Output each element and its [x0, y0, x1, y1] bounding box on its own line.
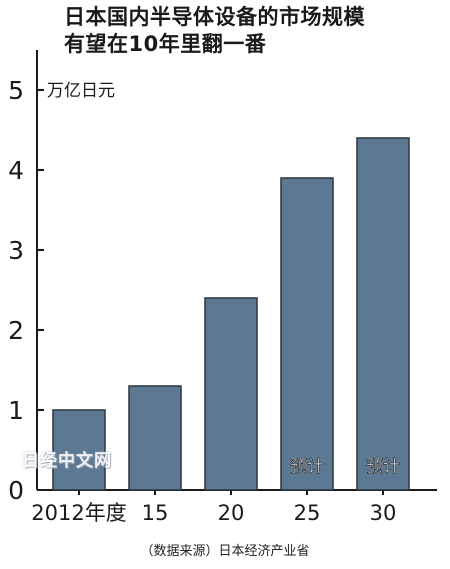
x-tick-label: 25	[294, 501, 321, 525]
x-tick-label: 15	[142, 501, 169, 525]
x-tick-label: 20	[218, 501, 245, 525]
y-tick-label: 1	[8, 396, 24, 425]
bar	[356, 137, 410, 491]
y-tick-label: 2	[8, 316, 24, 345]
y-tick-label: 0	[8, 476, 24, 505]
y-tick-label: 5	[8, 76, 24, 105]
bar	[52, 409, 106, 491]
bar	[280, 177, 334, 491]
chart-title: 日本国内半导体设备的市场规模 有望在10年里翻一番	[64, 4, 365, 58]
watermark-text: 日经中文网	[22, 451, 112, 471]
source-note: （数据来源）日本经济产业省	[140, 544, 310, 559]
bar	[204, 297, 258, 491]
title-line-2: 有望在10年里翻一番	[64, 32, 267, 56]
y-tick-label: 3	[8, 236, 24, 265]
bar-annotation: 预计	[366, 457, 400, 477]
bar-annotation: 预计	[290, 457, 324, 477]
y-tick-label: 4	[8, 156, 24, 185]
x-tick-label: 2012年度	[31, 501, 126, 525]
title-line-1: 日本国内半导体设备的市场规模	[64, 5, 365, 29]
unit-label: 万亿日元	[47, 81, 115, 101]
bar	[128, 385, 182, 491]
x-tick-label: 30	[370, 501, 397, 525]
